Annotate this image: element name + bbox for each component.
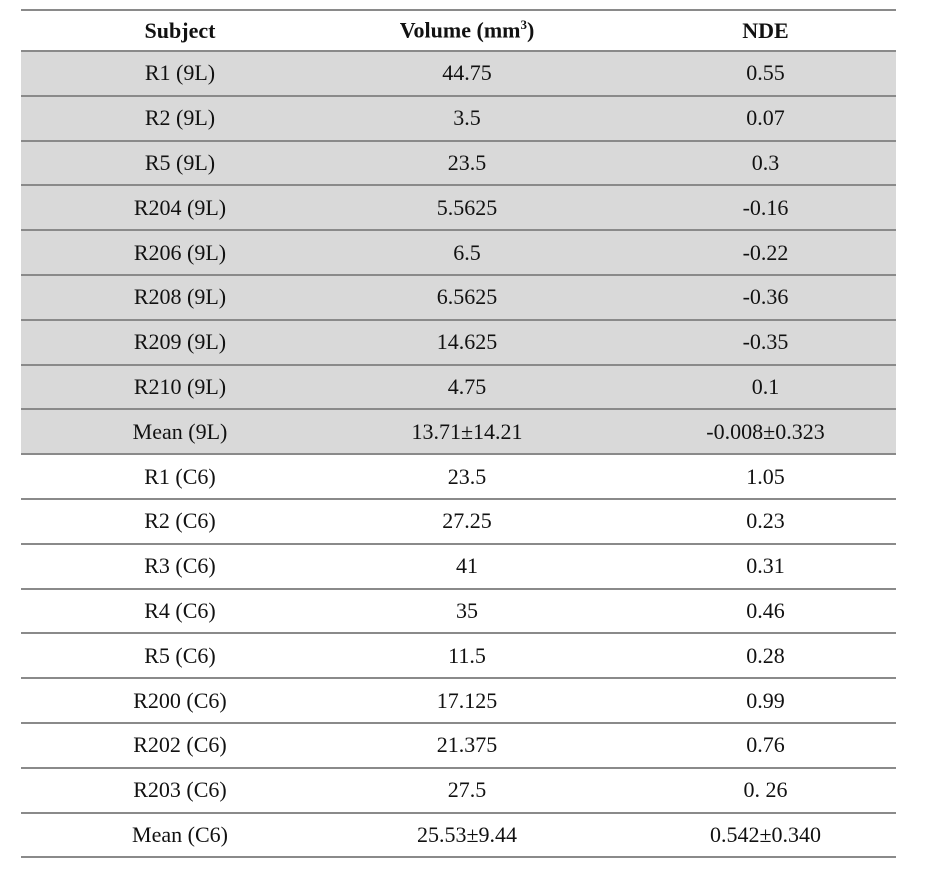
- table-row: R1 (C6) 23.5 1.05: [21, 454, 896, 500]
- header-volume-text: Volume (mm: [399, 17, 521, 43]
- cell-volume: 27.25: [339, 498, 595, 545]
- table-row: R2 (C6) 27.25 0.23: [21, 498, 896, 545]
- cell-nde: -0.36: [595, 274, 896, 321]
- cell-volume: 44.75: [339, 51, 595, 97]
- table-row: R200 (C6) 17.125 0.99: [21, 678, 896, 724]
- cell-volume: 14.625: [339, 319, 595, 366]
- table-row: R203 (C6) 27.5 0. 26: [21, 767, 896, 814]
- cell-nde: 0.23: [595, 498, 896, 545]
- cell-volume: 21.375: [339, 722, 595, 769]
- cell-subject: Mean (C6): [21, 812, 339, 859]
- cell-volume: 6.5: [339, 230, 595, 276]
- table-row: R204 (9L) 5.5625 -0.16: [21, 185, 896, 232]
- cell-nde: 0.3: [595, 140, 896, 187]
- cell-nde: -0.008±0.323: [595, 409, 896, 456]
- cell-volume: 13.71±14.21: [339, 409, 595, 456]
- cell-subject: R204 (9L): [21, 185, 339, 232]
- table-row: R208 (9L) 6.5625 -0.36: [21, 274, 896, 321]
- table-row: R1 (9L) 44.75 0.55: [21, 51, 896, 97]
- cell-subject: R2 (C6): [21, 498, 339, 545]
- cell-volume: 6.5625: [339, 274, 595, 321]
- table-row: R5 (9L) 23.5 0.3: [21, 140, 896, 187]
- cell-nde: -0.16: [595, 185, 896, 232]
- cell-nde: 0.31: [595, 543, 896, 590]
- header-subject: Subject: [21, 9, 339, 52]
- cell-subject: R206 (9L): [21, 230, 339, 276]
- cell-subject: R1 (C6): [21, 454, 339, 500]
- cell-volume: 27.5: [339, 767, 595, 814]
- table-row: R209 (9L) 14.625 -0.35: [21, 319, 896, 366]
- cell-nde: 0.542±0.340: [595, 812, 896, 859]
- header-volume-sup: 3: [520, 17, 527, 33]
- cell-subject: R5 (9L): [21, 140, 339, 187]
- cell-nde: 0.28: [595, 633, 896, 680]
- cell-subject: R203 (C6): [21, 767, 339, 814]
- cell-subject: R3 (C6): [21, 543, 339, 590]
- table-row: Mean (9L) 13.71±14.21 -0.008±0.323: [21, 409, 896, 456]
- cell-nde: 0.55: [595, 51, 896, 97]
- cell-nde: 0.99: [595, 678, 896, 724]
- table-row: R3 (C6) 41 0.31: [21, 543, 896, 590]
- cell-subject: R200 (C6): [21, 678, 339, 724]
- cell-subject: R5 (C6): [21, 633, 339, 680]
- table-row: R4 (C6) 35 0.46: [21, 588, 896, 635]
- data-table: Subject Volume (mm3) NDE R1 (9L) 44.75 0.5…: [21, 9, 896, 859]
- table-row: R206 (9L) 6.5 -0.22: [21, 230, 896, 276]
- cell-nde: -0.35: [595, 319, 896, 366]
- cell-nde: 0.46: [595, 588, 896, 635]
- cell-subject: R210 (9L): [21, 364, 339, 411]
- header-volume: Volume (mm3): [339, 9, 595, 52]
- cell-volume: 23.5: [339, 454, 595, 500]
- cell-subject: Mean (9L): [21, 409, 339, 456]
- cell-nde: 0.07: [595, 95, 896, 142]
- cell-volume: 35: [339, 588, 595, 635]
- table-row: R5 (C6) 11.5 0.28: [21, 633, 896, 680]
- cell-nde: 0.1: [595, 364, 896, 411]
- table-row: R2 (9L) 3.5 0.07: [21, 95, 896, 142]
- header-volume-close: ): [526, 17, 535, 43]
- cell-nde: 0. 26: [595, 767, 896, 814]
- cell-nde: -0.22: [595, 230, 896, 276]
- cell-subject: R209 (9L): [21, 319, 339, 366]
- cell-subject: R1 (9L): [21, 51, 339, 97]
- cell-volume: 5.5625: [339, 185, 595, 232]
- cell-subject: R4 (C6): [21, 588, 339, 635]
- cell-subject: R2 (9L): [21, 95, 339, 142]
- cell-volume: 3.5: [339, 95, 595, 142]
- cell-volume: 17.125: [339, 678, 595, 724]
- cell-nde: 1.05: [595, 454, 896, 500]
- table-row: Mean (C6) 25.53±9.44 0.542±0.340: [21, 812, 896, 859]
- cell-volume: 4.75: [339, 364, 595, 411]
- cell-volume: 23.5: [339, 140, 595, 187]
- table-row: R202 (C6) 21.375 0.76: [21, 722, 896, 769]
- header-nde: NDE: [595, 9, 896, 52]
- table-row: R210 (9L) 4.75 0.1: [21, 364, 896, 411]
- header-row: Subject Volume (mm3) NDE: [21, 9, 896, 52]
- cell-volume: 41: [339, 543, 595, 590]
- cell-volume: 25.53±9.44: [339, 812, 595, 859]
- cell-subject: R202 (C6): [21, 722, 339, 769]
- cell-volume: 11.5: [339, 633, 595, 680]
- cell-subject: R208 (9L): [21, 274, 339, 321]
- cell-nde: 0.76: [595, 722, 896, 769]
